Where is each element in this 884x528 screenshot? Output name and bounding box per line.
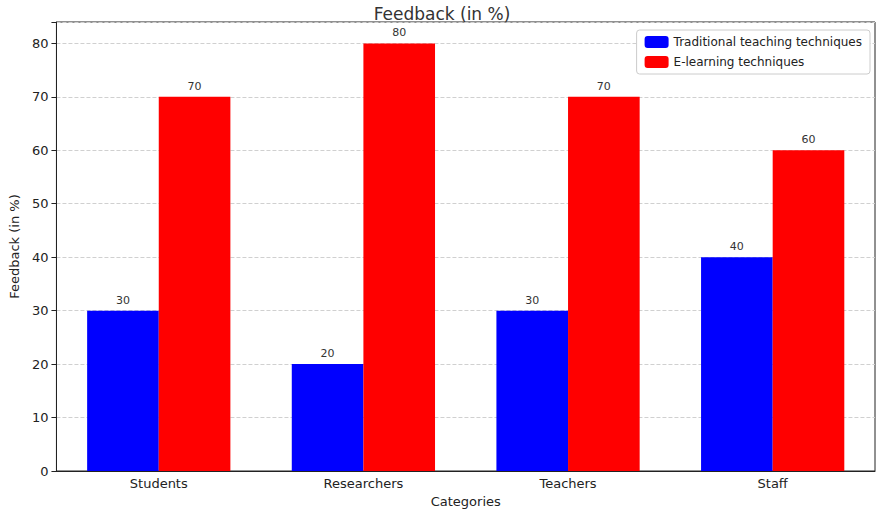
svg-text:70: 70 (597, 80, 611, 93)
svg-text:20: 20 (321, 347, 335, 360)
svg-text:80: 80 (392, 26, 406, 39)
svg-text:30: 30 (525, 294, 539, 307)
svg-text:30: 30 (116, 294, 130, 307)
svg-text:Feedback (in %): Feedback (in %) (374, 4, 511, 24)
svg-text:70: 70 (32, 89, 49, 104)
svg-text:60: 60 (32, 143, 49, 158)
svg-text:Teachers: Teachers (538, 476, 596, 491)
svg-text:E-learning techniques: E-learning techniques (674, 55, 805, 69)
svg-text:Researchers: Researchers (324, 476, 404, 491)
svg-text:60: 60 (801, 133, 815, 146)
svg-text:30: 30 (32, 303, 49, 318)
svg-text:50: 50 (32, 196, 49, 211)
svg-text:40: 40 (730, 240, 744, 253)
svg-text:40: 40 (32, 250, 49, 265)
svg-text:10: 10 (32, 410, 49, 425)
svg-text:20: 20 (32, 357, 49, 372)
svg-text:70: 70 (188, 80, 202, 93)
svg-text:80: 80 (32, 36, 49, 51)
svg-text:Students: Students (130, 476, 188, 491)
svg-text:Categories: Categories (431, 494, 501, 509)
svg-text:Staff: Staff (758, 476, 789, 491)
svg-text:0: 0 (40, 464, 48, 479)
svg-text:Traditional teaching technique: Traditional teaching techniques (673, 35, 862, 49)
svg-text:Feedback (in %): Feedback (in %) (7, 194, 22, 299)
